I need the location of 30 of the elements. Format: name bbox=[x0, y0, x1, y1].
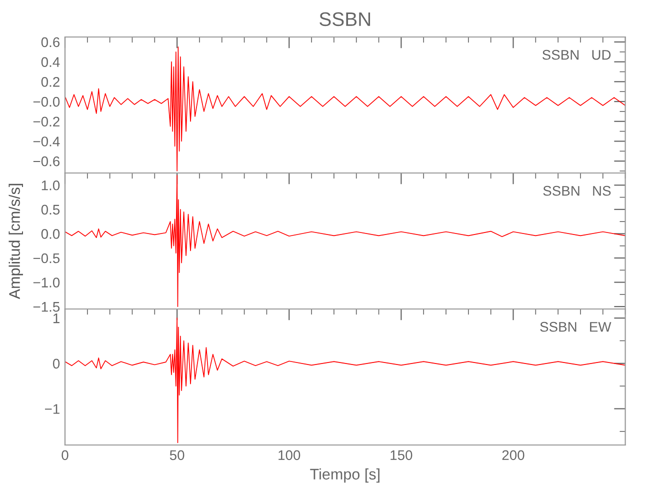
x-axis-title: Tiempo [s] bbox=[310, 468, 380, 483]
y-tick-label: −1 bbox=[44, 404, 60, 414]
y-tick-label: 0.0 bbox=[41, 229, 60, 239]
y-tick-label: 0.5 bbox=[41, 204, 60, 215]
annotation: SSBN NS bbox=[543, 186, 611, 196]
y-tick-label: −1.0 bbox=[33, 278, 60, 288]
y-tick-label: 1 bbox=[53, 314, 60, 324]
y-tick-label: 0.4 bbox=[41, 57, 60, 67]
y-tick-label: 1.0 bbox=[42, 180, 60, 190]
y-axis-title: Amplitud [cm/s/s] bbox=[8, 184, 23, 300]
x-tick-label: 200 bbox=[502, 450, 524, 460]
y-tick-label: −0.6 bbox=[33, 156, 60, 166]
y-tick-label: −0.5 bbox=[33, 253, 60, 264]
annotation: SSBN UD bbox=[542, 50, 611, 60]
x-tick-label: 150 bbox=[390, 450, 412, 460]
line-series bbox=[65, 46, 626, 172]
y-tick-label: −0.2 bbox=[33, 116, 60, 127]
annotation: SSBN EW bbox=[540, 322, 612, 332]
y-tick-label: 0.2 bbox=[41, 77, 60, 87]
y-tick-label: 0 bbox=[52, 358, 60, 369]
x-tick-label: 100 bbox=[278, 450, 300, 460]
y-tick-label: −0.4 bbox=[33, 136, 60, 146]
y-tick-label: 0.6 bbox=[41, 37, 60, 48]
y-tick-label: −0.0 bbox=[33, 96, 60, 107]
line-series bbox=[65, 175, 626, 307]
y-tick-label: −1.5 bbox=[33, 302, 60, 312]
line-series bbox=[65, 318, 626, 444]
x-tick-label: 0 bbox=[62, 450, 68, 460]
chart-title: SSBN bbox=[320, 12, 370, 26]
x-tick-label: 50 bbox=[170, 450, 184, 460]
